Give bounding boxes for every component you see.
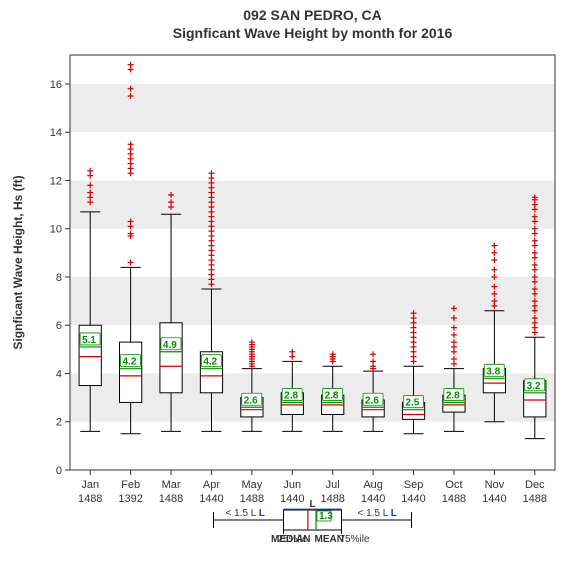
svg-text:< 1.5 L L: < 1.5 L L: [226, 508, 265, 519]
svg-text:2.8: 2.8: [446, 390, 460, 401]
chart-svg: 0 2 4 6 8 10 12 14 16 Signficant Wave Height, Hs …: [0, 0, 575, 580]
svg-text:1440: 1440: [482, 493, 506, 505]
svg-text:4.2: 4.2: [203, 357, 217, 368]
svg-text:1440: 1440: [361, 493, 385, 505]
svg-text:2.6: 2.6: [244, 395, 258, 406]
svg-text:Oct: Oct: [445, 479, 462, 491]
svg-text:8: 8: [56, 272, 62, 284]
svg-text:Sep: Sep: [404, 479, 424, 491]
svg-text:Jun: Jun: [283, 479, 301, 491]
svg-text:5.1: 5.1: [82, 335, 96, 346]
svg-text:1488: 1488: [78, 493, 102, 505]
svg-text:12: 12: [50, 175, 62, 187]
svg-text:10: 10: [50, 224, 62, 236]
svg-text:2.8: 2.8: [325, 390, 339, 401]
svg-text:Signficant Wave Height by mont: Signficant Wave Height by month for 2016: [173, 25, 453, 41]
svg-text:2.5: 2.5: [405, 398, 419, 409]
svg-text:4.2: 4.2: [123, 357, 137, 368]
svg-text:1440: 1440: [199, 493, 223, 505]
svg-text:1392: 1392: [118, 493, 142, 505]
svg-text:< 1.5 L L: < 1.5 L L: [358, 508, 397, 519]
svg-text:0: 0: [56, 465, 62, 477]
svg-text:092 SAN PEDRO, CA: 092 SAN PEDRO, CA: [243, 7, 381, 23]
boxplot-chart: 0 2 4 6 8 10 12 14 16 Signficant Wave Height, Hs …: [0, 0, 575, 580]
svg-text:14: 14: [50, 127, 62, 139]
svg-text:6: 6: [56, 320, 62, 332]
svg-text:1440: 1440: [401, 493, 425, 505]
svg-text:1488: 1488: [320, 493, 344, 505]
svg-text:75%ile: 75%ile: [340, 534, 370, 545]
svg-text:1440: 1440: [280, 493, 304, 505]
svg-text:L: L: [310, 499, 316, 510]
svg-text:1.3: 1.3: [319, 511, 333, 522]
svg-text:Feb: Feb: [121, 479, 140, 491]
svg-text:2: 2: [56, 417, 62, 429]
svg-text:3.8: 3.8: [486, 366, 500, 377]
svg-text:Jan: Jan: [81, 479, 99, 491]
svg-text:MEDIAN: MEDIAN: [271, 534, 310, 545]
svg-text:Mar: Mar: [162, 479, 181, 491]
svg-text:May: May: [241, 479, 262, 491]
svg-text:1488: 1488: [523, 493, 547, 505]
svg-text:1488: 1488: [240, 493, 264, 505]
svg-text:Dec: Dec: [525, 479, 545, 491]
svg-text:Signficant Wave Height, Hs (ft: Signficant Wave Height, Hs (ft): [11, 175, 25, 349]
svg-text:16: 16: [50, 79, 62, 91]
svg-text:MEAN: MEAN: [315, 534, 344, 545]
svg-text:1488: 1488: [159, 493, 183, 505]
svg-text:Jul: Jul: [326, 479, 340, 491]
svg-text:3.2: 3.2: [527, 381, 541, 392]
svg-text:Apr: Apr: [203, 479, 220, 491]
svg-text:Nov: Nov: [485, 479, 505, 491]
svg-text:Aug: Aug: [363, 479, 383, 491]
svg-text:4.9: 4.9: [163, 340, 177, 351]
svg-text:2.8: 2.8: [284, 390, 298, 401]
svg-text:1488: 1488: [442, 493, 466, 505]
svg-text:4: 4: [56, 368, 62, 380]
svg-text:2.6: 2.6: [365, 395, 379, 406]
